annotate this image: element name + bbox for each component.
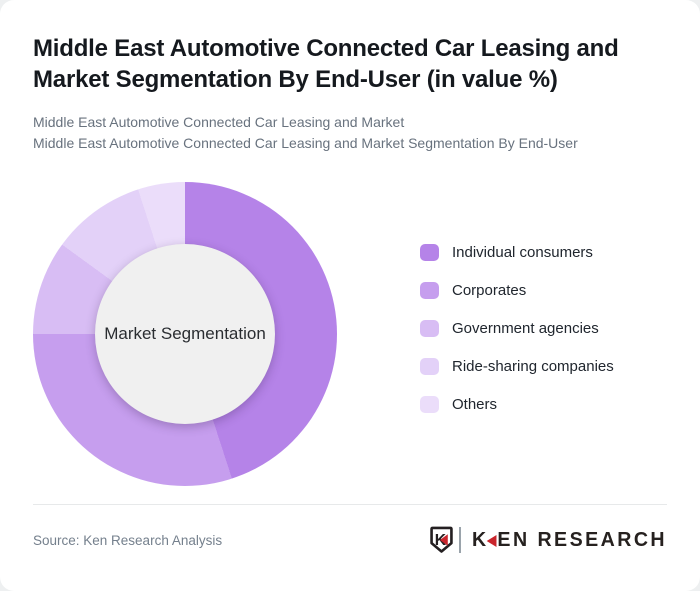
- logo-divider-bar: [458, 527, 461, 553]
- legend-label: Corporates: [452, 281, 527, 299]
- chart-legend: Individual consumers Corporates Governme…: [420, 243, 614, 433]
- legend-swatch: [420, 357, 439, 375]
- logo-wordmark: K EN RESEARCH: [472, 529, 667, 552]
- page-title-line-2: Market Segmentation By End-User (in valu…: [33, 66, 558, 93]
- chart-subtitles: Middle East Automotive Connected Car Lea…: [33, 112, 678, 154]
- legend-item-corporates[interactable]: Corporates: [420, 281, 614, 299]
- logo-red-triangle-icon: [486, 534, 497, 547]
- legend-label: Others: [452, 395, 498, 413]
- source-text: Source: Ken Research Analysis: [33, 533, 223, 548]
- legend-swatch: [420, 281, 439, 299]
- ken-research-logo: K K EN RESEARCH: [430, 525, 667, 555]
- footer-divider: [33, 504, 667, 505]
- legend-label: Ride-sharing companies: [452, 357, 614, 375]
- donut-chart-area: Market Segmentation: [33, 182, 337, 486]
- donut-center-label: Market Segmentation: [104, 324, 266, 343]
- legend-item-individual-consumers[interactable]: Individual consumers: [420, 243, 614, 261]
- legend-swatch: [420, 319, 439, 337]
- page-title: Middle East Automotive Connected Car Lea…: [33, 33, 678, 95]
- legend-item-government-agencies[interactable]: Government agencies: [420, 319, 614, 337]
- logo-wordmark-rest: EN RESEARCH: [497, 528, 667, 551]
- donut-hole: Market Segmentation: [95, 244, 275, 424]
- legend-swatch: [420, 395, 439, 413]
- legend-label: Government agencies: [452, 319, 599, 337]
- legend-label: Individual consumers: [452, 243, 593, 261]
- logo-wordmark-k: K: [471, 528, 489, 551]
- subtitle-line-2: Middle East Automotive Connected Car Lea…: [33, 135, 578, 151]
- legend-item-others[interactable]: Others: [420, 395, 614, 413]
- ken-research-shield-icon: K: [430, 526, 453, 553]
- legend-item-ride-sharing-companies[interactable]: Ride-sharing companies: [420, 357, 614, 375]
- subtitle-line-1: Middle East Automotive Connected Car Lea…: [33, 114, 405, 130]
- legend-swatch: [420, 243, 439, 261]
- svg-text:K: K: [435, 532, 447, 549]
- page-title-line-1: Middle East Automotive Connected Car Lea…: [33, 35, 619, 62]
